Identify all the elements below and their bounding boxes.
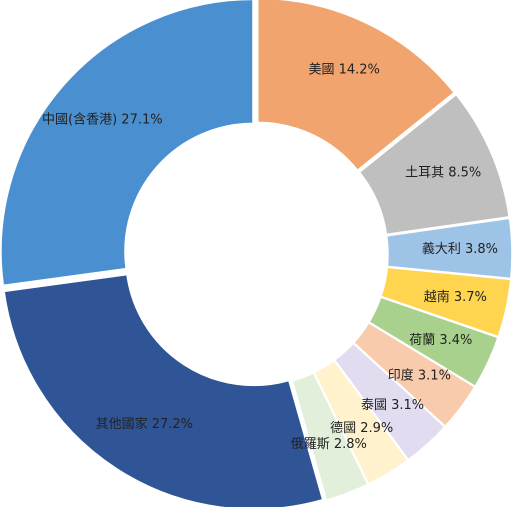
- slice-1: [256, 0, 456, 172]
- slice-4: [380, 266, 512, 338]
- slice-label-2: 土耳其 8.5%: [405, 165, 481, 180]
- slice-label-3: 義大利 3.8%: [422, 241, 498, 257]
- slice-label-1: 美國 14.2%: [308, 63, 379, 78]
- slice-2: [358, 93, 510, 236]
- slice-label-10: 其他國家 27.2%: [96, 416, 193, 432]
- slice-9: [291, 371, 369, 502]
- slice-11: [0, 0, 254, 287]
- slice-7: [333, 342, 446, 461]
- slice-label-4: 越南 3.7%: [424, 289, 487, 305]
- slice-label-9: 俄羅斯 2.8%: [291, 437, 367, 452]
- slice-3: [385, 217, 512, 280]
- slice-label-5: 荷蘭 3.4%: [409, 332, 472, 348]
- slice-6: [352, 321, 476, 428]
- slice-label-11: 中國(含香港) 27.1%: [42, 111, 163, 127]
- slice-10: [3, 273, 324, 507]
- slice-5: [368, 296, 499, 388]
- slice-label-6: 印度 3.1%: [388, 368, 451, 384]
- slice-label-8: 德國 2.9%: [330, 421, 393, 436]
- slice-label-7: 泰國 3.1%: [361, 398, 424, 413]
